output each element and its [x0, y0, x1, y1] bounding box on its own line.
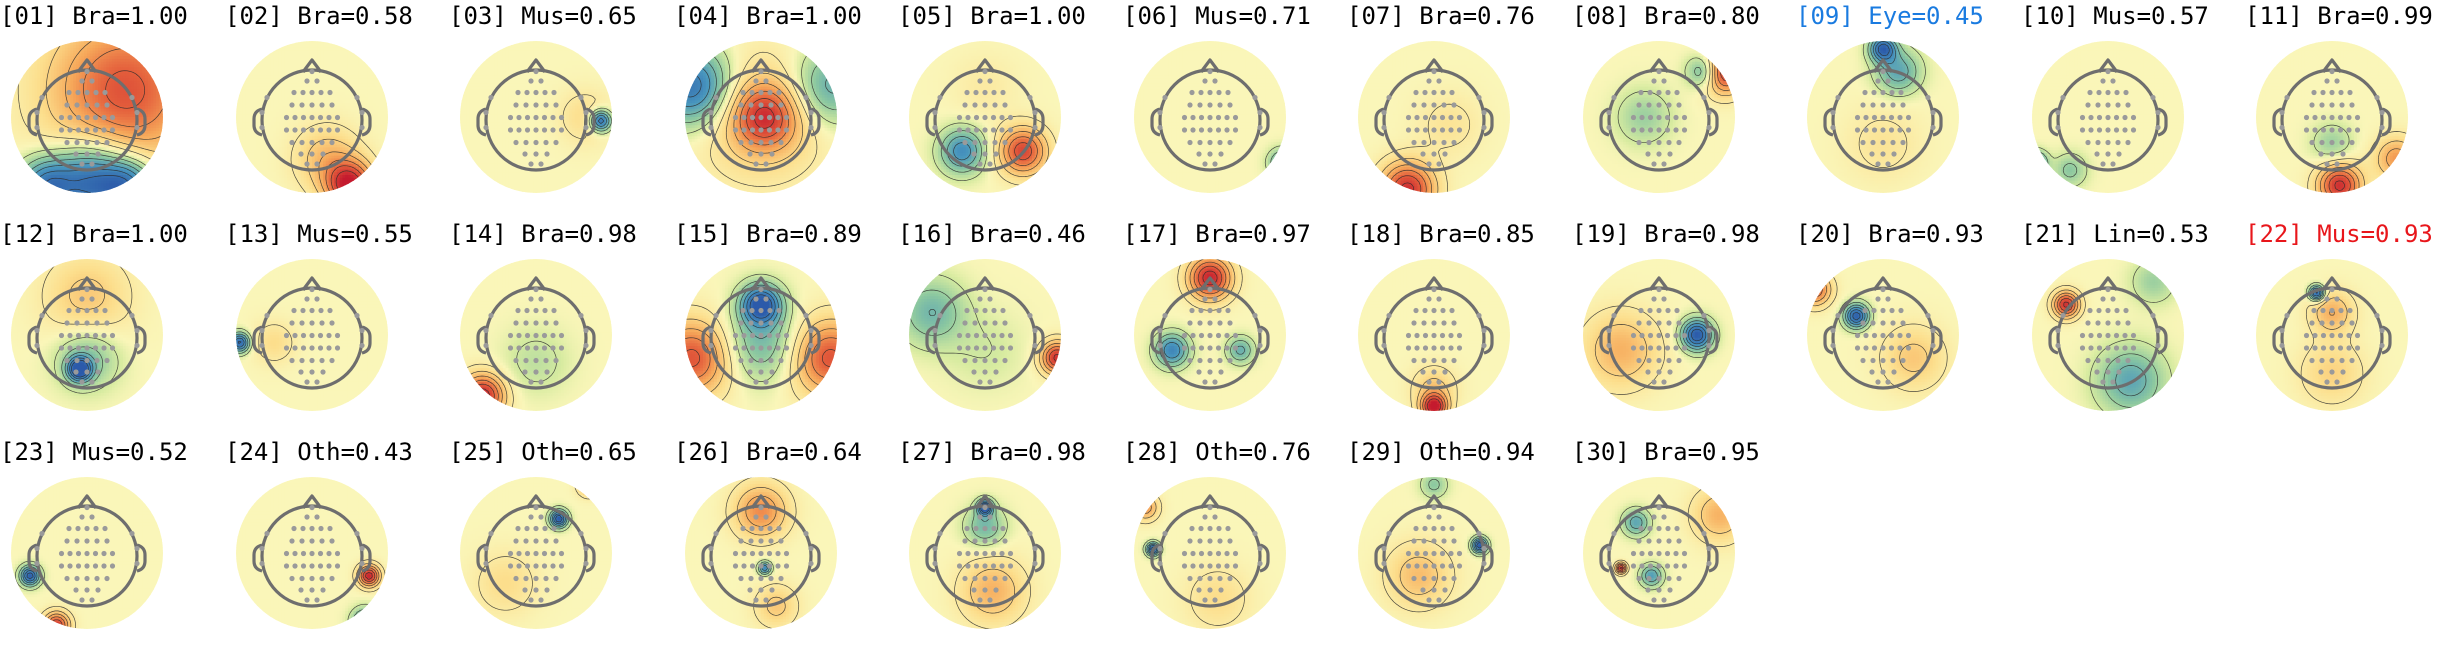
ic-component-panel: [27] Bra=0.98 [898, 438, 1122, 656]
ic-component-panel: [24] Oth=0.43 [225, 438, 449, 656]
ic-component-label: [15] Bra=0.89 [674, 220, 862, 248]
ic-component-label: [07] Bra=0.76 [1347, 2, 1535, 30]
ic-component-panel: [15] Bra=0.89 [674, 220, 898, 438]
ic-component-panel: [18] Bra=0.85 [1347, 220, 1571, 438]
topomap-plot [1129, 472, 1291, 634]
ic-component-label: [05] Bra=1.00 [898, 2, 1086, 30]
ic-component-label: [22] Mus=0.93 [2245, 220, 2433, 248]
topomap-plot [2027, 254, 2189, 416]
ic-component-label: [21] Lin=0.53 [2021, 220, 2209, 248]
ic-component-panel: [17] Bra=0.97 [1123, 220, 1347, 438]
ic-component-label: [13] Mus=0.55 [225, 220, 413, 248]
topomap-plot [2251, 36, 2413, 198]
ic-component-label: [18] Bra=0.85 [1347, 220, 1535, 248]
ic-component-panel: [14] Bra=0.98 [449, 220, 673, 438]
ic-component-label: [09] Eye=0.45 [1796, 2, 1984, 30]
ic-component-label: [04] Bra=1.00 [674, 2, 862, 30]
topomap-plot [455, 254, 617, 416]
topomap-plot [1353, 36, 1515, 198]
topomap-plot [1129, 36, 1291, 198]
ic-component-label: [06] Mus=0.71 [1123, 2, 1311, 30]
ic-component-panel: [07] Bra=0.76 [1347, 2, 1571, 220]
ic-component-panel: [29] Oth=0.94 [1347, 438, 1571, 656]
ic-component-label: [02] Bra=0.58 [225, 2, 413, 30]
ic-component-panel: [08] Bra=0.80 [1572, 2, 1796, 220]
ic-component-label: [30] Bra=0.95 [1572, 438, 1760, 466]
topomap-plot [680, 472, 842, 634]
topomap-plot [904, 254, 1066, 416]
topomap-plot [1578, 254, 1740, 416]
topomap-plot [904, 36, 1066, 198]
ic-component-panel: [26] Bra=0.64 [674, 438, 898, 656]
ic-component-label: [17] Bra=0.97 [1123, 220, 1311, 248]
topomap-plot [1802, 254, 1964, 416]
topomap-plot [231, 36, 393, 198]
topomap-plot [2251, 254, 2413, 416]
ic-component-label: [28] Oth=0.76 [1123, 438, 1311, 466]
ic-component-label: [24] Oth=0.43 [225, 438, 413, 466]
ic-component-panel: [21] Lin=0.53 [2021, 220, 2245, 438]
ic-component-label: [19] Bra=0.98 [1572, 220, 1760, 248]
topomap-plot [1353, 254, 1515, 416]
ic-component-label: [14] Bra=0.98 [449, 220, 637, 248]
ic-component-panel: [19] Bra=0.98 [1572, 220, 1796, 438]
topomap-plot [1353, 472, 1515, 634]
topomap-plot [6, 472, 168, 634]
ic-component-label: [25] Oth=0.65 [449, 438, 637, 466]
ic-component-label: [03] Mus=0.65 [449, 2, 637, 30]
ic-component-panel: [11] Bra=0.99 [2245, 2, 2438, 220]
ic-component-panel: [23] Mus=0.52 [0, 438, 224, 656]
topomap-plot [1578, 472, 1740, 634]
topomap-plot [455, 36, 617, 198]
topomap-plot [680, 36, 842, 198]
topomap-plot [680, 254, 842, 416]
ic-component-label: [26] Bra=0.64 [674, 438, 862, 466]
ic-component-panel: [28] Oth=0.76 [1123, 438, 1347, 656]
ic-component-label: [08] Bra=0.80 [1572, 2, 1760, 30]
ic-component-label: [12] Bra=1.00 [0, 220, 188, 248]
topomap-plot [904, 472, 1066, 634]
ic-component-panel: [06] Mus=0.71 [1123, 2, 1347, 220]
topomap-plot [2027, 36, 2189, 198]
topomap-plot [231, 254, 393, 416]
ic-component-panel: [30] Bra=0.95 [1572, 438, 1796, 656]
ic-component-label: [16] Bra=0.46 [898, 220, 1086, 248]
ic-component-label: [01] Bra=1.00 [0, 2, 188, 30]
ic-component-label: [23] Mus=0.52 [0, 438, 188, 466]
ic-component-panel: [09] Eye=0.45 [1796, 2, 2020, 220]
topomap-plot [1802, 36, 1964, 198]
ic-component-panel: [12] Bra=1.00 [0, 220, 224, 438]
topomap-plot [1578, 36, 1740, 198]
ic-component-label: [29] Oth=0.94 [1347, 438, 1535, 466]
ic-component-label: [10] Mus=0.57 [2021, 2, 2209, 30]
topomap-plot [6, 254, 168, 416]
topomap-plot [231, 472, 393, 634]
topomap-plot [1129, 254, 1291, 416]
ic-component-panel: [02] Bra=0.58 [225, 2, 449, 220]
topomap-plot [6, 36, 168, 198]
ic-component-label: [20] Bra=0.93 [1796, 220, 1984, 248]
ic-component-panel: [01] Bra=1.00 [0, 2, 224, 220]
ic-component-panel: [25] Oth=0.65 [449, 438, 673, 656]
topomap-plot [455, 472, 617, 634]
ic-component-label: [27] Bra=0.98 [898, 438, 1086, 466]
ic-component-panel: [16] Bra=0.46 [898, 220, 1122, 438]
ic-component-panel: [13] Mus=0.55 [225, 220, 449, 438]
ic-component-panel: [20] Bra=0.93 [1796, 220, 2020, 438]
ic-component-panel: [10] Mus=0.57 [2021, 2, 2245, 220]
ic-component-label: [11] Bra=0.99 [2245, 2, 2433, 30]
ic-component-panel: [05] Bra=1.00 [898, 2, 1122, 220]
ic-component-panel: [22] Mus=0.93 [2245, 220, 2438, 438]
ic-component-panel: [04] Bra=1.00 [674, 2, 898, 220]
ic-component-panel: [03] Mus=0.65 [449, 2, 673, 220]
